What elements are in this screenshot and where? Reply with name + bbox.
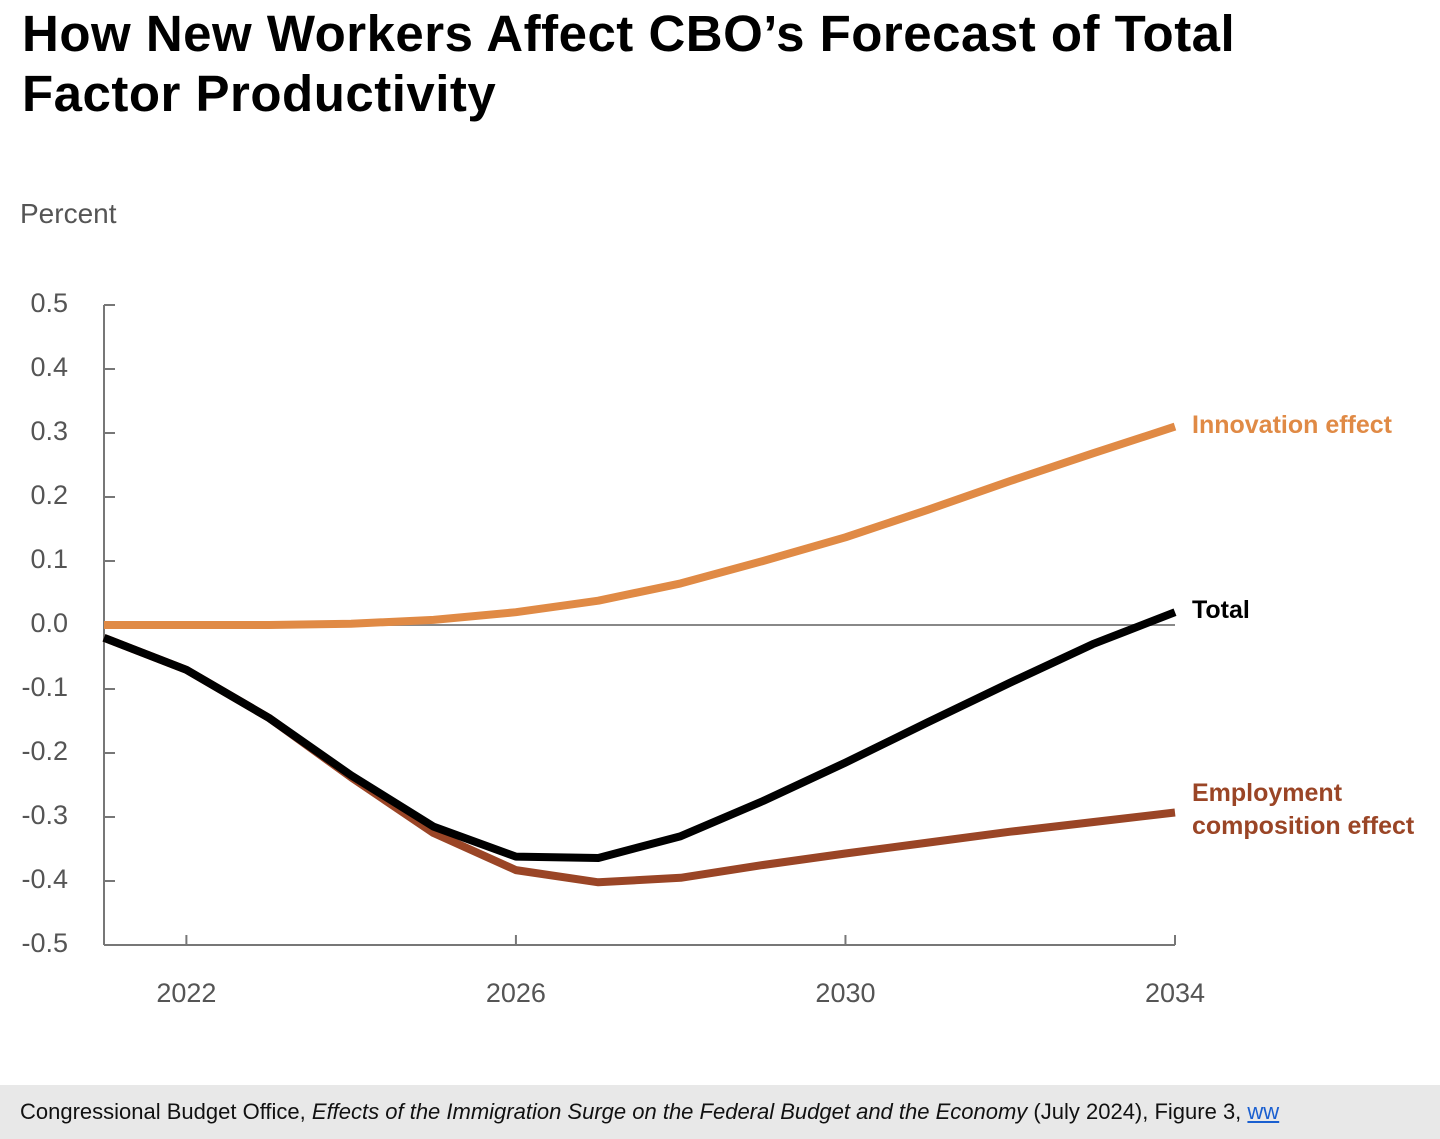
chart-title: How New Workers Affect CBO’s Forecast of… — [22, 5, 1236, 122]
y-tick-label: 0.3 — [30, 416, 68, 446]
y-tick-label: -0.3 — [21, 800, 68, 830]
y-tick-label: -0.5 — [21, 928, 68, 958]
y-tick-label: 0.1 — [30, 544, 68, 574]
series-line — [104, 422, 1177, 629]
y-tick-label: 0.5 — [30, 288, 68, 318]
y-tick-label: 0.2 — [30, 480, 68, 510]
series-line — [102, 608, 1177, 862]
source-prefix: Congressional Budget Office, — [20, 1099, 312, 1124]
legend-label: Employment composition effect — [1192, 778, 1415, 840]
x-tick-label: 2026 — [486, 978, 546, 1008]
legend-label: Total — [1192, 596, 1250, 625]
x-tick-label: 2030 — [815, 978, 875, 1008]
chart: 0.5 0.4 0.3 0.2 0.1 0.0 -0.1 -0.2 -0.3 -0.4 -0.5 20… — [21, 288, 1205, 1008]
y-tick-label: 0.4 — [30, 352, 68, 382]
y-tick-label: -0.4 — [21, 864, 68, 894]
source: Congressional Budget Office, Effects of … — [0, 1085, 1440, 1139]
source-bar: Congressional Budget Office, Effects of … — [0, 1085, 1440, 1139]
x-tick-label: 2022 — [156, 978, 216, 1008]
source-link[interactable]: ww — [1247, 1099, 1280, 1124]
legend-label: Innovation effect — [1192, 410, 1393, 439]
y-tick-label: 0.0 — [30, 608, 68, 638]
y-tick-label: -0.1 — [21, 672, 68, 702]
y-tick-label: -0.2 — [21, 736, 68, 766]
source-suffix: (July 2024), Figure 3, — [1027, 1099, 1248, 1124]
x-tick-label: 2034 — [1145, 978, 1205, 1008]
source-title: Effects of the Immigration Surge on the … — [311, 1099, 1028, 1124]
y-axis-label: Percent — [20, 198, 117, 229]
